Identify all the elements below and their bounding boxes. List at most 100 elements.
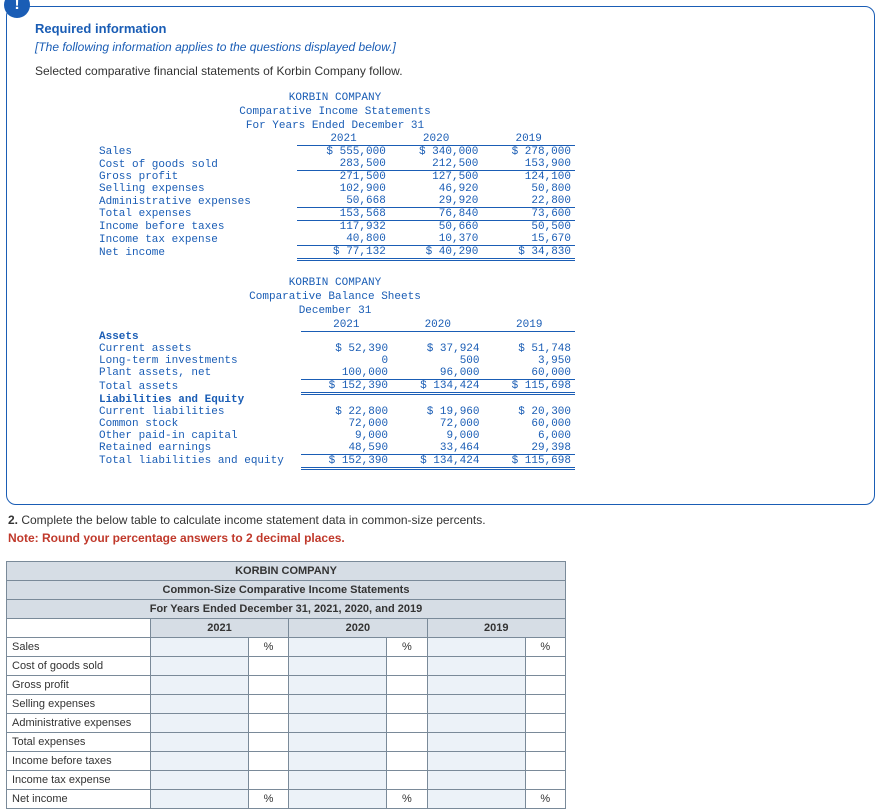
- bs-cell: 9,000: [301, 430, 392, 442]
- is-cell: 117,932: [297, 221, 390, 234]
- percent-input[interactable]: [289, 789, 387, 808]
- percent-input[interactable]: [427, 789, 525, 808]
- info-card: ! Required information [The following in…: [6, 6, 875, 505]
- percent-input[interactable]: [427, 770, 525, 789]
- bs-cell: 72,000: [301, 418, 392, 430]
- is-row-label: Total expenses: [95, 208, 297, 221]
- percent-input[interactable]: [427, 713, 525, 732]
- is-title: Comparative Income Statements: [95, 106, 575, 120]
- is-cell: 50,660: [390, 221, 483, 234]
- is-row-label: Gross profit: [95, 171, 297, 184]
- bs-row-label: Long-term investments: [95, 355, 301, 367]
- bs-cell: 3,950: [484, 355, 576, 367]
- question-2-text: 2. Complete the below table to calculate…: [8, 513, 881, 527]
- is-cell: 46,920: [390, 183, 483, 195]
- percent-input[interactable]: [150, 732, 248, 751]
- bs-row-label: Other paid-in capital: [95, 430, 301, 442]
- bs-cell: 29,398: [484, 442, 576, 455]
- percent-symbol-cell: [387, 751, 427, 770]
- bs-cell: $ 152,390: [301, 380, 392, 394]
- bs-cell: $ 19,960: [392, 406, 483, 418]
- bs-cell: $ 134,424: [392, 380, 483, 394]
- is-cell: $ 34,830: [482, 246, 575, 260]
- bs-cell: 9,000: [392, 430, 483, 442]
- percent-input[interactable]: [427, 675, 525, 694]
- percent-input[interactable]: [150, 751, 248, 770]
- percent-symbol-cell: %: [525, 789, 565, 808]
- percent-input[interactable]: [289, 770, 387, 789]
- is-cell: 127,500: [390, 171, 483, 184]
- answer-table-wrap: KORBIN COMPANY Common-Size Comparative I…: [6, 561, 566, 809]
- bs-period: December 31: [95, 305, 575, 319]
- percent-input[interactable]: [289, 637, 387, 656]
- applies-note: [The following information applies to th…: [35, 40, 858, 54]
- is-cell: $ 340,000: [390, 146, 483, 159]
- is-cell: 50,500: [482, 221, 575, 234]
- bs-cell: $ 52,390: [301, 343, 392, 355]
- is-row-label: Selling expenses: [95, 183, 297, 195]
- is-cell: 212,500: [390, 158, 483, 171]
- is-cell: 153,568: [297, 208, 390, 221]
- percent-symbol-cell: [387, 656, 427, 675]
- percent-input[interactable]: [289, 713, 387, 732]
- bs-title: Comparative Balance Sheets: [95, 291, 575, 305]
- percent-input[interactable]: [150, 675, 248, 694]
- balance-sheet-block: KORBIN COMPANY Comparative Balance Sheet…: [95, 277, 575, 469]
- is-row-label: Income before taxes: [95, 221, 297, 234]
- percent-symbol-cell: [525, 751, 565, 770]
- percent-symbol-cell: [248, 675, 288, 694]
- percent-input[interactable]: [150, 637, 248, 656]
- is-cell: $ 40,290: [390, 246, 483, 260]
- percent-input[interactable]: [150, 694, 248, 713]
- ans-row-label: Administrative expenses: [7, 713, 151, 732]
- required-information-title: Required information: [35, 21, 858, 36]
- bs-cell: 60,000: [484, 418, 576, 430]
- intro-text: Selected comparative financial statement…: [35, 64, 858, 78]
- percent-input[interactable]: [150, 656, 248, 675]
- percent-input[interactable]: [427, 751, 525, 770]
- bs-cell: 6,000: [484, 430, 576, 442]
- is-cell: 15,670: [482, 233, 575, 246]
- ans-row-label: Total expenses: [7, 732, 151, 751]
- percent-symbol-cell: %: [525, 637, 565, 656]
- ans-year-2021: 2021: [150, 618, 288, 637]
- is-cell: 124,100: [482, 171, 575, 184]
- is-row-label: Administrative expenses: [95, 195, 297, 208]
- is-cell: 271,500: [297, 171, 390, 184]
- bs-cell: $ 37,924: [392, 343, 483, 355]
- bs-cell: $ 134,424: [392, 454, 483, 468]
- bs-cell: $ 20,300: [484, 406, 576, 418]
- bs-year-2019: 2019: [484, 319, 576, 332]
- percent-input[interactable]: [289, 656, 387, 675]
- percent-input[interactable]: [427, 637, 525, 656]
- is-cell: 153,900: [482, 158, 575, 171]
- ans-row-label: Net income: [7, 789, 151, 808]
- percent-input[interactable]: [427, 732, 525, 751]
- percent-symbol-cell: [248, 751, 288, 770]
- percent-input[interactable]: [289, 732, 387, 751]
- is-cell: 22,800: [482, 195, 575, 208]
- is-period: For Years Ended December 31: [95, 120, 575, 134]
- percent-input[interactable]: [289, 675, 387, 694]
- percent-symbol-cell: [248, 770, 288, 789]
- is-cell: 29,920: [390, 195, 483, 208]
- percent-symbol-cell: [525, 770, 565, 789]
- bs-row-label: Common stock: [95, 418, 301, 430]
- is-cell: 50,668: [297, 195, 390, 208]
- percent-input[interactable]: [289, 694, 387, 713]
- is-cell: $ 555,000: [297, 146, 390, 159]
- ans-row-label: Income before taxes: [7, 751, 151, 770]
- bs-cell: 0: [301, 355, 392, 367]
- percent-input[interactable]: [150, 713, 248, 732]
- percent-input[interactable]: [150, 770, 248, 789]
- ans-year-2019: 2019: [427, 618, 565, 637]
- percent-input[interactable]: [427, 694, 525, 713]
- percent-input[interactable]: [427, 656, 525, 675]
- percent-input[interactable]: [289, 751, 387, 770]
- is-cell: 73,600: [482, 208, 575, 221]
- bs-row-label: Current assets: [95, 343, 301, 355]
- is-row-label: Cost of goods sold: [95, 158, 297, 171]
- percent-symbol-cell: [248, 732, 288, 751]
- percent-input[interactable]: [150, 789, 248, 808]
- is-cell: 50,800: [482, 183, 575, 195]
